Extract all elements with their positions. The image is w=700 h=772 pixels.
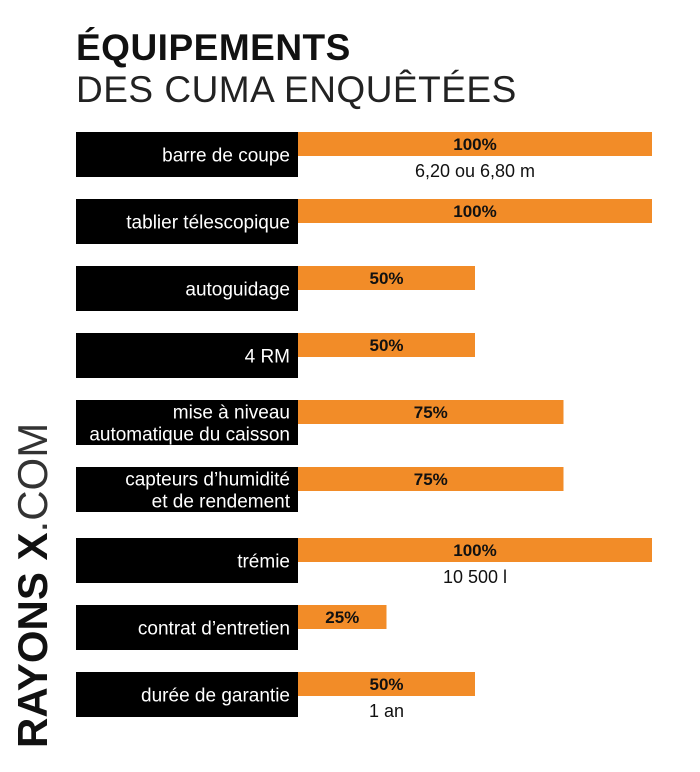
category-label: 4 RM: [245, 347, 290, 368]
category-label: capteurs d’humidité: [125, 470, 290, 491]
bar-row: barre de coupe 100% 6,20 ou 6,80 m: [76, 132, 652, 181]
category-label-box: [76, 672, 298, 717]
category-label: automatique du caisson: [89, 425, 290, 446]
bar: [298, 199, 652, 223]
bar-row: autoguidage 50%: [76, 266, 475, 311]
category-label: mise à niveau: [173, 403, 290, 424]
bar: [298, 400, 564, 424]
category-label-box: [76, 538, 298, 583]
bar: [298, 132, 652, 156]
bar-row: durée de garantie 50% 1 an: [76, 672, 475, 721]
category-label-box: [76, 333, 298, 378]
bar-row: tablier télescopique 100%: [76, 199, 652, 244]
category-label-box: [76, 132, 298, 177]
bar: [298, 266, 475, 290]
bar-row: contrat d’entretien 25%: [76, 605, 387, 650]
value-label: 50%: [369, 336, 403, 355]
bar: [298, 333, 475, 357]
category-label: durée de garantie: [141, 686, 290, 707]
watermark: RAYONS X.COM: [9, 422, 56, 748]
value-label: 100%: [453, 541, 496, 560]
chart-subtitle: DES CUMA ENQUÊTÉES: [76, 69, 517, 110]
value-label: 100%: [453, 202, 496, 221]
note-label: 1 an: [369, 701, 404, 721]
category-label: et de rendement: [152, 492, 291, 513]
category-label: tablier télescopique: [126, 213, 290, 234]
category-label: contrat d’entretien: [138, 619, 290, 640]
category-label-box: [76, 605, 298, 650]
bar: [298, 672, 475, 696]
chart-title: ÉQUIPEMENTS: [76, 27, 351, 68]
value-label: 100%: [453, 135, 496, 154]
category-label-box: [76, 199, 298, 244]
value-label: 75%: [414, 403, 448, 422]
note-label: 6,20 ou 6,80 m: [415, 161, 535, 181]
watermark-suffix: .COM: [9, 422, 56, 533]
note-label: 10 500 l: [443, 567, 507, 587]
bar-row: 4 RM 50%: [76, 333, 475, 378]
category-label-box: [76, 400, 298, 445]
value-label: 25%: [325, 608, 359, 627]
watermark-brand: RAYONS X: [9, 532, 56, 748]
category-label: autoguidage: [185, 280, 290, 301]
category-label-box: [76, 266, 298, 311]
bar: [298, 605, 387, 629]
category-label: trémie: [237, 552, 290, 573]
value-label: 50%: [369, 269, 403, 288]
bar-row: trémie 100% 10 500 l: [76, 538, 652, 587]
value-label: 75%: [414, 470, 448, 489]
category-label: barre de coupe: [162, 146, 290, 167]
bar: [298, 467, 564, 491]
bar: [298, 538, 652, 562]
category-label-box: [76, 467, 298, 512]
value-label: 50%: [369, 675, 403, 694]
